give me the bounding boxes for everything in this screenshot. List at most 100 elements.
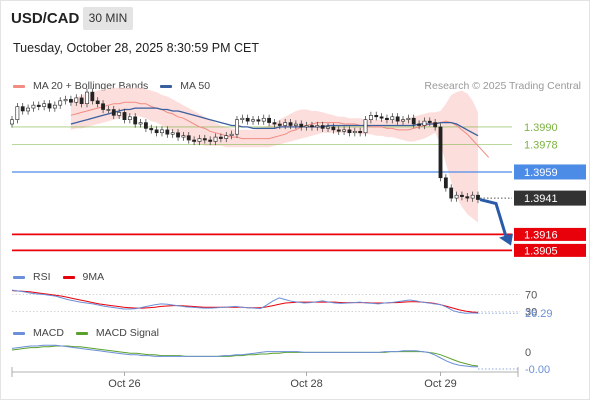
time-tick-label: Oct 29 bbox=[424, 378, 456, 390]
candle bbox=[417, 123, 421, 126]
candle bbox=[85, 91, 89, 105]
candle bbox=[449, 187, 454, 199]
candle bbox=[454, 194, 459, 199]
candle bbox=[63, 99, 68, 102]
target-tag bbox=[514, 227, 586, 241]
candle bbox=[240, 117, 245, 120]
candle bbox=[326, 126, 330, 129]
candle bbox=[267, 117, 272, 123]
candle bbox=[470, 194, 475, 199]
candle bbox=[347, 129, 352, 134]
target-label: 1.3916 bbox=[524, 229, 558, 241]
price-panel: 1.3990 1.3978 1.3959 1.3941 1.3916 1.3905 bbox=[10, 87, 586, 257]
candle bbox=[186, 135, 191, 141]
credit-text: Research © 2025 Trading Central bbox=[424, 80, 581, 92]
candle bbox=[460, 194, 464, 197]
candle bbox=[315, 125, 320, 128]
candle bbox=[127, 116, 132, 120]
candle bbox=[154, 129, 159, 134]
ma50-legend-label: MA 50 bbox=[180, 80, 211, 92]
macd-last-label: -0.00 bbox=[525, 364, 550, 376]
bollinger-band-fill bbox=[70, 87, 479, 223]
candle bbox=[47, 103, 52, 109]
candle bbox=[283, 122, 288, 126]
candle bbox=[202, 138, 207, 141]
candle bbox=[277, 123, 282, 126]
macd-tick-label: 0 bbox=[525, 347, 531, 359]
datetime-label: Tuesday, October 28, 2025 8:30:59 PM CET bbox=[13, 41, 259, 55]
candle bbox=[368, 115, 373, 120]
ma50-line bbox=[70, 107, 479, 137]
candle bbox=[251, 119, 255, 122]
ma50-swatch bbox=[160, 84, 173, 88]
candle bbox=[288, 122, 293, 126]
candle bbox=[476, 194, 480, 200]
candle bbox=[149, 128, 154, 131]
macd-signal-swatch bbox=[75, 331, 88, 335]
candle bbox=[42, 103, 47, 107]
time-tick-label: Oct 26 bbox=[108, 378, 140, 390]
candle bbox=[320, 125, 325, 129]
target-tag bbox=[514, 243, 586, 257]
candle bbox=[374, 115, 379, 118]
projection-arrow bbox=[479, 198, 508, 238]
candle bbox=[411, 117, 416, 125]
candle bbox=[36, 104, 41, 107]
candle bbox=[342, 129, 346, 132]
candle bbox=[336, 129, 341, 132]
rsi-legend: RSI 9MA bbox=[13, 271, 104, 283]
candle bbox=[95, 100, 100, 105]
rsi-legend-label: RSI bbox=[33, 271, 51, 283]
candle bbox=[310, 125, 314, 128]
candle bbox=[208, 139, 213, 142]
macd-panel: 0 -0.00 bbox=[11, 344, 550, 376]
candle bbox=[395, 116, 400, 122]
candle bbox=[465, 196, 470, 199]
candle bbox=[58, 100, 63, 106]
rsi-last-label: 26.29 bbox=[525, 308, 553, 320]
rsi-ma-line bbox=[11, 290, 479, 313]
candle bbox=[133, 116, 138, 125]
rsi-tick-label: 70 bbox=[525, 289, 537, 301]
candle bbox=[117, 112, 122, 116]
symbol-title: USD/CAD bbox=[11, 10, 80, 27]
candle bbox=[385, 117, 389, 120]
candle bbox=[218, 136, 223, 139]
candle bbox=[79, 97, 84, 105]
candle bbox=[427, 120, 432, 123]
candle bbox=[181, 135, 186, 138]
macd-swatch bbox=[13, 331, 25, 335]
resistance-label: 1.3978 bbox=[524, 139, 558, 151]
rsi-ma-swatch bbox=[62, 275, 75, 279]
candle bbox=[15, 106, 20, 120]
candle bbox=[304, 125, 309, 128]
candle bbox=[165, 129, 170, 135]
candle bbox=[122, 112, 127, 120]
candle bbox=[235, 119, 239, 135]
candle bbox=[390, 116, 395, 120]
candle bbox=[52, 104, 57, 109]
candle bbox=[26, 107, 30, 112]
arrow-head bbox=[499, 233, 513, 246]
candle bbox=[20, 106, 25, 112]
time-axis: Oct 26 Oct 28 Oct 29 bbox=[11, 367, 519, 390]
candle bbox=[197, 138, 202, 142]
macd-legend-label: MACD bbox=[33, 327, 64, 339]
candle bbox=[379, 116, 384, 119]
rsi-tick-label: 30 bbox=[525, 307, 537, 319]
candle bbox=[101, 103, 105, 110]
candle bbox=[299, 123, 304, 128]
candle bbox=[352, 131, 357, 134]
candle bbox=[363, 119, 368, 134]
timeframe-button[interactable]: 30 MIN bbox=[83, 7, 133, 30]
candle bbox=[90, 91, 95, 102]
candle bbox=[106, 109, 111, 111]
last-price-tag bbox=[514, 190, 586, 206]
candle bbox=[293, 123, 298, 126]
candle bbox=[160, 129, 164, 134]
candle bbox=[111, 109, 116, 116]
candle bbox=[272, 122, 277, 125]
candle bbox=[261, 117, 266, 122]
candle bbox=[406, 117, 411, 120]
